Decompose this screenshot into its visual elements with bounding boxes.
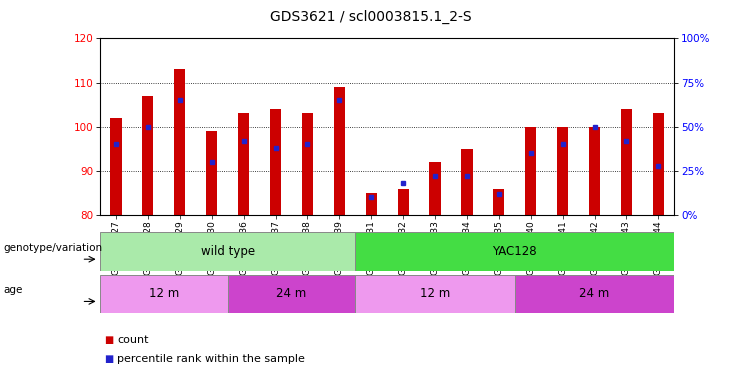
Bar — [227, 275, 355, 313]
Text: genotype/variation: genotype/variation — [4, 243, 103, 253]
Bar — [589, 127, 600, 215]
Text: ■: ■ — [104, 354, 113, 364]
Bar — [525, 127, 536, 215]
Bar — [430, 162, 441, 215]
Bar — [355, 275, 515, 313]
Bar — [100, 232, 355, 271]
Text: YAC128: YAC128 — [493, 245, 537, 258]
Text: wild type: wild type — [201, 245, 255, 258]
Text: ■: ■ — [104, 335, 113, 345]
Text: count: count — [117, 335, 149, 345]
Text: percentile rank within the sample: percentile rank within the sample — [117, 354, 305, 364]
Bar — [621, 109, 632, 215]
Bar — [142, 96, 153, 215]
Bar — [355, 232, 674, 271]
Bar — [238, 114, 249, 215]
Bar — [515, 275, 674, 313]
Text: 24 m: 24 m — [276, 287, 307, 300]
Bar — [557, 127, 568, 215]
Bar — [365, 193, 377, 215]
Bar — [333, 87, 345, 215]
Bar — [100, 275, 227, 313]
Bar — [110, 118, 122, 215]
Text: 24 m: 24 m — [579, 287, 610, 300]
Bar — [270, 109, 281, 215]
Bar — [397, 189, 409, 215]
Text: 12 m: 12 m — [420, 287, 450, 300]
Bar — [653, 114, 664, 215]
Text: 12 m: 12 m — [149, 287, 179, 300]
Bar — [302, 114, 313, 215]
Bar — [494, 189, 505, 215]
Bar — [462, 149, 473, 215]
Bar — [206, 131, 217, 215]
Text: GDS3621 / scl0003815.1_2-S: GDS3621 / scl0003815.1_2-S — [270, 10, 471, 24]
Text: age: age — [4, 285, 23, 295]
Bar — [174, 70, 185, 215]
